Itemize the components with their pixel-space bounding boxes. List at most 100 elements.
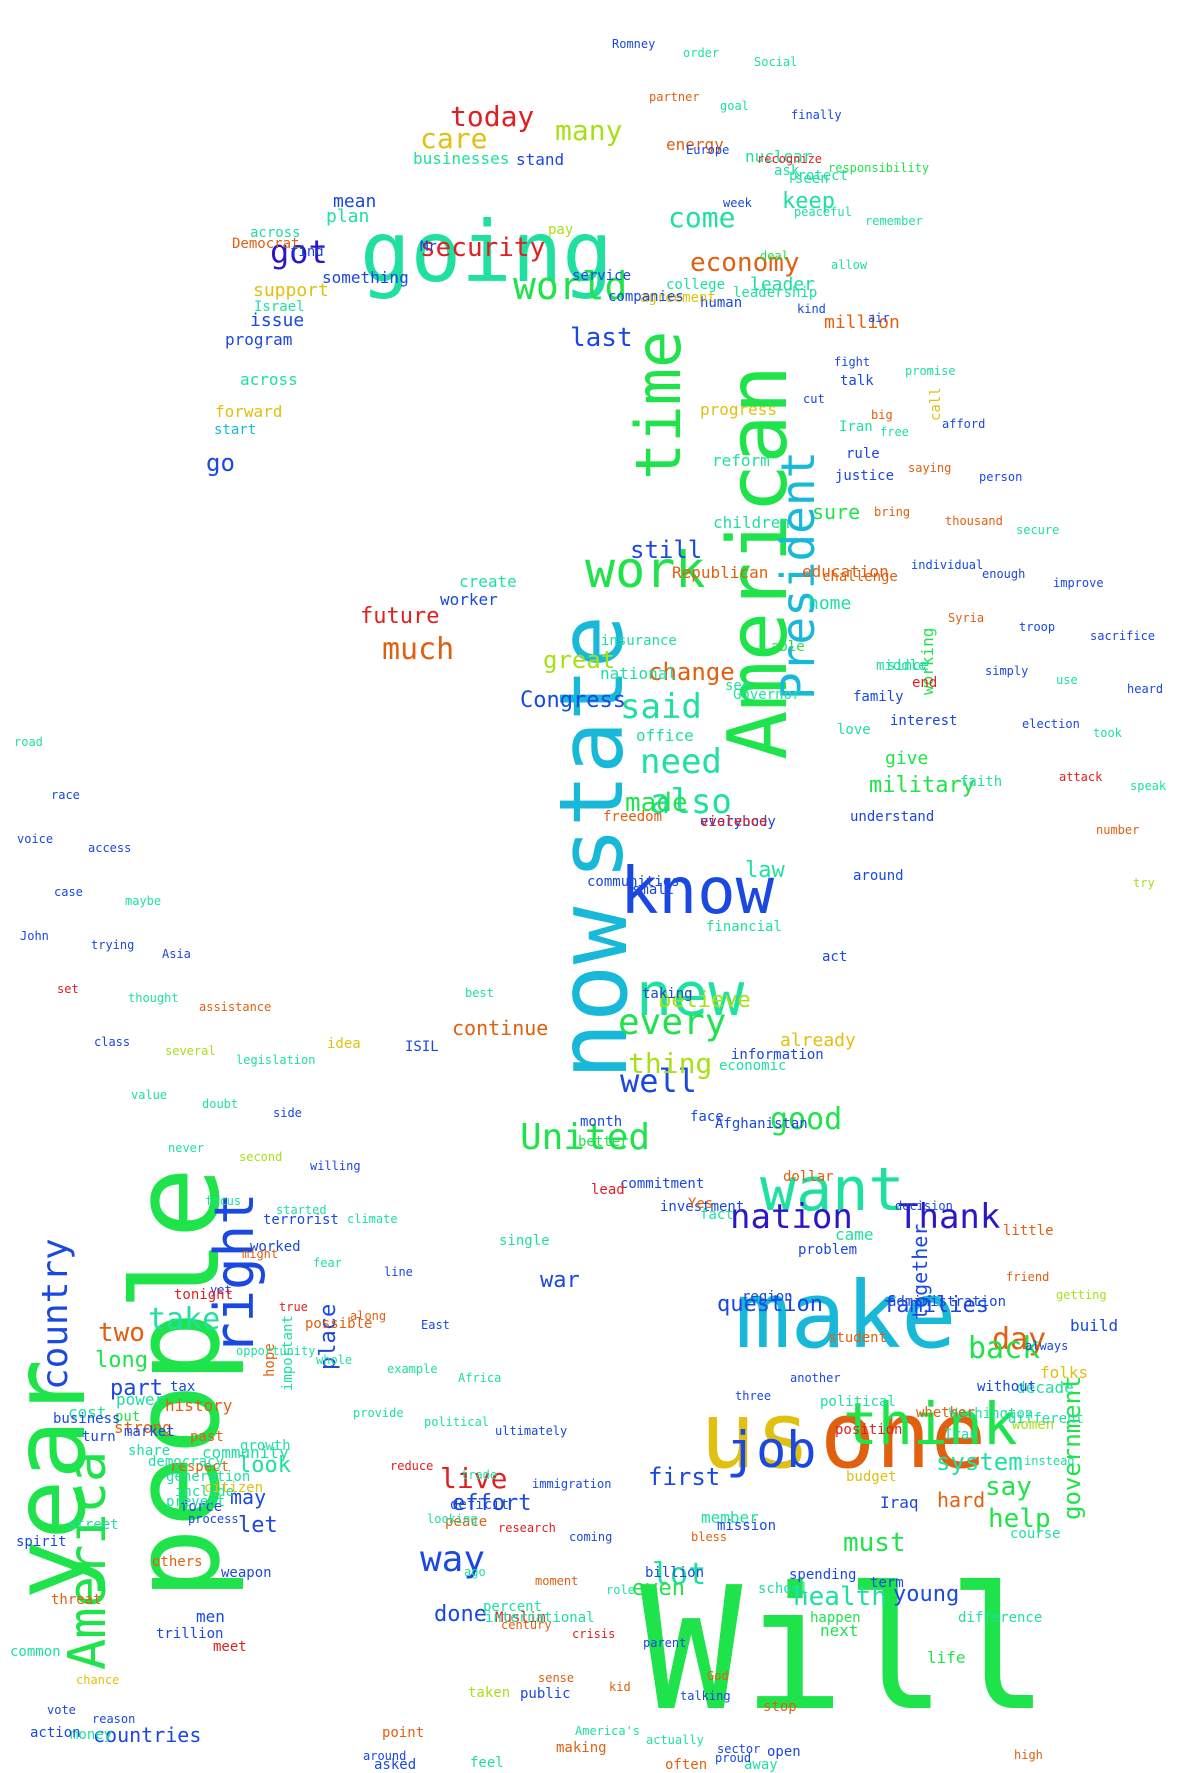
word-generation: generation	[166, 1469, 251, 1485]
word-need: need	[640, 742, 722, 782]
word-seen: seen	[795, 171, 829, 187]
word-friend: friend	[1006, 1270, 1050, 1284]
word-program: program	[225, 330, 293, 349]
word-job: job	[726, 1421, 817, 1479]
word-spirit: spirit	[16, 1534, 67, 1550]
word-information: information	[731, 1047, 824, 1063]
word-life: life	[927, 1648, 966, 1667]
word-include: include	[175, 1484, 235, 1500]
word-romney: Romney	[612, 37, 656, 51]
word-commitment: commitment	[620, 1176, 705, 1192]
word-chance: chance	[76, 1673, 120, 1687]
word-process: process	[188, 1512, 239, 1526]
word-public: public	[520, 1686, 571, 1702]
word-going: going	[360, 203, 613, 301]
word-person: person	[979, 470, 1023, 484]
word-idea: idea	[327, 1036, 361, 1052]
word-military: military	[869, 773, 975, 798]
word-maybe: maybe	[125, 894, 162, 908]
word-stand: stand	[516, 150, 565, 169]
word-let: let	[238, 1513, 278, 1538]
word-course: course	[1010, 1526, 1061, 1542]
word-attack: attack	[1059, 770, 1103, 784]
word-education: education	[802, 562, 889, 581]
word-economy: economy	[690, 248, 800, 278]
word-budget: budget	[846, 1469, 897, 1485]
word-trying: trying	[91, 938, 135, 952]
word-thought: thought	[128, 991, 179, 1005]
word-worked: worked	[250, 1239, 301, 1255]
word-young: young	[893, 1582, 960, 1607]
word-iran: Iran	[839, 419, 873, 435]
word-example: example	[387, 1362, 438, 1376]
word-saying: saying	[908, 461, 952, 475]
word-citizen: citizen	[204, 1480, 264, 1496]
word-action: action	[30, 1725, 81, 1741]
word-effort: effort	[452, 1491, 532, 1516]
word-talking: talking	[680, 1689, 731, 1703]
word-past: past	[190, 1429, 224, 1445]
word-made: made	[625, 788, 688, 818]
word-around: around	[363, 1749, 407, 1763]
word-always: always	[1025, 1339, 1069, 1353]
word-power: power	[116, 1390, 165, 1409]
word-nuclear: nuclear	[745, 147, 813, 166]
word-community: community	[202, 1443, 289, 1462]
word-keep: keep	[782, 189, 835, 214]
word-come: come	[668, 201, 736, 234]
word-must: must	[843, 1528, 906, 1558]
word-partner: partner	[649, 90, 700, 104]
word-weapon: weapon	[221, 1565, 272, 1581]
word-spending: spending	[789, 1567, 857, 1583]
word-enough: enough	[982, 567, 1026, 581]
word-started: started	[276, 1203, 327, 1217]
word-sense: sense	[538, 1671, 575, 1685]
word-second: second	[239, 1150, 283, 1164]
word-best: best	[465, 986, 494, 1000]
word-share: share	[128, 1443, 171, 1459]
word-difference: difference	[958, 1610, 1043, 1626]
word-tax: tax	[170, 1379, 196, 1395]
word-leadership: leadership	[733, 285, 818, 301]
word-ask: ask	[774, 163, 800, 179]
word-support: support	[253, 280, 329, 301]
word-trade: trade	[461, 1468, 498, 1482]
word-problem: problem	[798, 1242, 858, 1258]
word-act: act	[822, 949, 848, 965]
word-fear: fear	[313, 1256, 342, 1270]
word-heard: heard	[1127, 682, 1164, 696]
word-united: United	[520, 1117, 651, 1158]
word-yes: Yes	[688, 1196, 714, 1212]
word-term: term	[870, 1575, 904, 1591]
word-strong: strong	[114, 1418, 172, 1437]
word-order: order	[683, 46, 720, 60]
word-respect: respect	[170, 1459, 230, 1475]
word-may: may	[230, 1485, 267, 1509]
word-violence: violence	[700, 814, 768, 830]
word-got: got	[270, 233, 328, 271]
word-give: give	[885, 748, 929, 769]
word-remember: remember	[865, 214, 923, 228]
word-love: love	[837, 722, 871, 738]
word-day: day	[992, 1322, 1047, 1357]
word-law: law	[745, 858, 785, 883]
word-service: service	[572, 268, 632, 284]
word-world: world	[513, 264, 628, 308]
word-mean: mean	[333, 191, 377, 212]
word-recognize: recognize	[757, 152, 823, 166]
word-decade: decade	[1016, 1378, 1074, 1397]
word-make: make	[735, 1262, 957, 1369]
word-republican: Republican	[672, 563, 769, 582]
word-energy: energy	[666, 135, 724, 154]
word-kind: kind	[797, 302, 826, 316]
word-doubt: doubt	[202, 1097, 239, 1111]
word-often: often	[665, 1757, 708, 1773]
word-continue: continue	[452, 1016, 549, 1040]
word-meet: meet	[213, 1639, 247, 1655]
word-goal: goal	[720, 99, 749, 113]
word-children: children	[713, 513, 791, 532]
word-congress: Congress	[520, 688, 626, 713]
word-college: college	[666, 277, 726, 293]
word-instead: instead	[1024, 1454, 1075, 1468]
word-ultimately: ultimately	[495, 1424, 568, 1438]
